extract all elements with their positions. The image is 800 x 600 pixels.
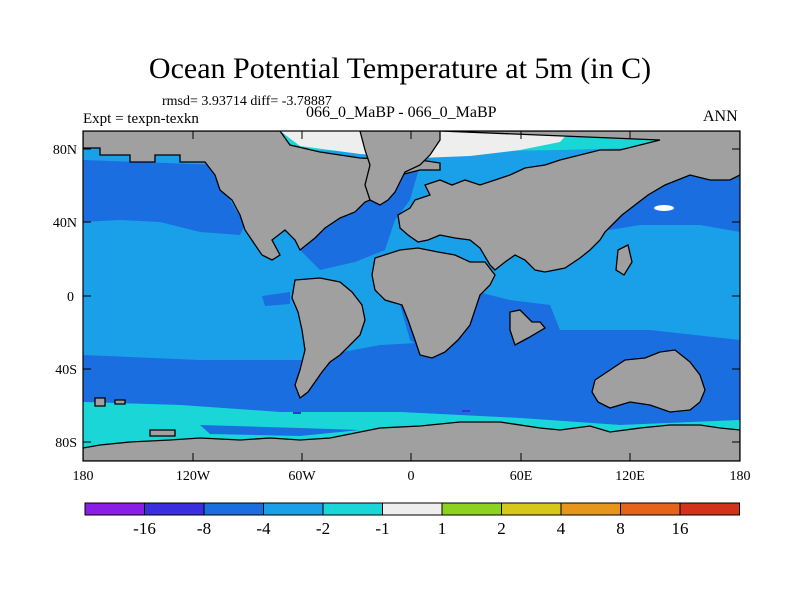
australia-land bbox=[591, 349, 706, 413]
africa-land bbox=[371, 247, 496, 359]
colorbar-label: -8 bbox=[197, 519, 211, 538]
lon-label-180e: 180 bbox=[730, 469, 751, 484]
lon-label-120e: 120E bbox=[615, 469, 645, 484]
lon-label-60w: 60W bbox=[288, 469, 316, 484]
land-masses bbox=[83, 131, 740, 461]
southern-deep-band bbox=[83, 330, 740, 425]
south-dash-2 bbox=[462, 410, 470, 412]
northern-deep-band bbox=[83, 160, 245, 235]
colorbar-swatch bbox=[382, 502, 443, 516]
lon-label-60e: 60E bbox=[510, 469, 533, 484]
lat-label-0: 0 bbox=[67, 290, 74, 305]
colorbar-label: -2 bbox=[316, 519, 330, 538]
madagascar-land bbox=[509, 309, 546, 346]
colorbar-swatch bbox=[501, 502, 562, 516]
colorbar: -16 -8 -4 -2 -1 1 2 4 8 16 bbox=[84, 502, 740, 538]
antarctica-land bbox=[83, 421, 740, 461]
colorbar-swatch bbox=[144, 502, 205, 516]
lat-label-80s: 80S bbox=[55, 436, 77, 451]
stats-text: rmsd= 3.93714 diff= -3.78887 bbox=[162, 94, 332, 109]
colorbar-swatch bbox=[263, 502, 324, 516]
eurasia-land bbox=[397, 131, 740, 273]
lat-ticks bbox=[83, 148, 740, 443]
map-plot-area bbox=[83, 131, 740, 461]
colorbar-label: 2 bbox=[497, 519, 506, 538]
colorbar-swatch bbox=[203, 502, 264, 516]
colorbar-swatch bbox=[560, 502, 621, 516]
colorbar-label: -1 bbox=[375, 519, 389, 538]
map-title: Ocean Potential Temperature at 5m (in C) bbox=[148, 52, 652, 85]
season-label: ANN bbox=[703, 108, 738, 125]
experiment-label: Expt = texpn-texkn bbox=[83, 111, 199, 127]
antarctic-peninsula-land bbox=[149, 429, 176, 437]
colorbar-swatch bbox=[620, 502, 681, 516]
colorbar-label: 16 bbox=[672, 519, 689, 538]
new-zealand-land bbox=[94, 397, 106, 407]
lon-label-120w: 120W bbox=[176, 469, 211, 484]
lat-label-80n: 80N bbox=[53, 143, 77, 158]
pacific-white-patch bbox=[654, 205, 674, 211]
colorbar-label: 4 bbox=[557, 519, 566, 538]
case-label: 066_0_MaBP - 066_0_MaBP bbox=[306, 104, 497, 121]
lon-label-0: 0 bbox=[408, 469, 415, 484]
lon-ticks bbox=[192, 131, 631, 461]
south-dash-1 bbox=[293, 412, 301, 414]
colorbar-label: 1 bbox=[438, 519, 447, 538]
colorbar-swatch bbox=[441, 502, 502, 516]
lat-label-40s: 40S bbox=[55, 363, 77, 378]
small-south-island bbox=[114, 399, 126, 405]
colorbar-label: -4 bbox=[256, 519, 271, 538]
colorbar-swatch bbox=[322, 502, 383, 516]
tropical-patch-west bbox=[262, 292, 290, 306]
japan-land bbox=[615, 244, 633, 276]
lon-label-180w: 180 bbox=[73, 469, 94, 484]
colorbar-swatch bbox=[84, 502, 145, 516]
colorbar-label: -16 bbox=[133, 519, 156, 538]
lat-label-40n: 40N bbox=[53, 216, 77, 231]
colorbar-label: 8 bbox=[616, 519, 625, 538]
south-america-land bbox=[291, 277, 366, 400]
colorbar-swatch bbox=[679, 502, 740, 516]
south-cyan-inlet bbox=[200, 425, 360, 436]
greenland-land bbox=[359, 131, 441, 206]
north-america-land bbox=[83, 131, 441, 261]
